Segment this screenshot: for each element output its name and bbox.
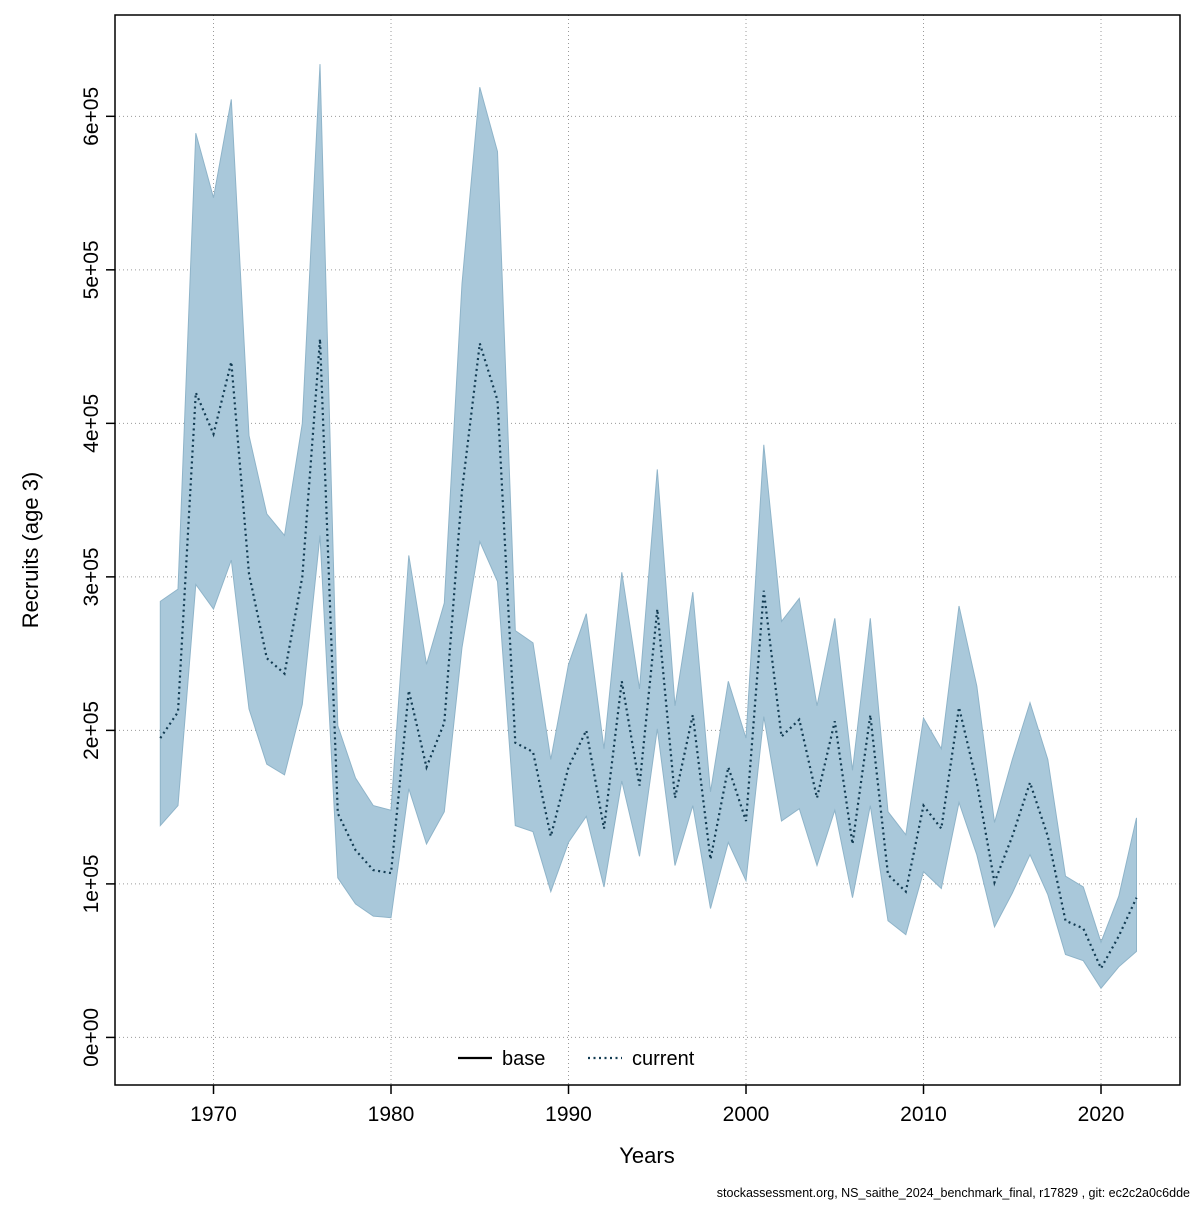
y-axis-title: Recruits (age 3) bbox=[18, 472, 43, 629]
y-tick-label: 0e+00 bbox=[80, 1008, 103, 1067]
x-tick-label: 2010 bbox=[900, 1103, 947, 1126]
y-tick-label: 6e+05 bbox=[80, 87, 103, 146]
y-tick-label: 1e+05 bbox=[80, 854, 103, 913]
legend: base current bbox=[458, 1048, 695, 1070]
x-axis-title: Years bbox=[619, 1143, 674, 1168]
x-tick-label: 1970 bbox=[190, 1103, 237, 1126]
y-tick-label: 4e+05 bbox=[80, 394, 103, 453]
y-tick-label: 2e+05 bbox=[80, 701, 103, 760]
x-tick-label: 2000 bbox=[723, 1103, 770, 1126]
x-tick-label: 1980 bbox=[368, 1103, 415, 1126]
legend-base-label: base bbox=[502, 1048, 545, 1070]
x-tick-label: 1990 bbox=[545, 1103, 592, 1126]
x-tick-label: 2020 bbox=[1078, 1103, 1125, 1126]
confidence-band-polygon bbox=[159, 64, 1137, 990]
y-tick-label: 5e+05 bbox=[80, 240, 103, 299]
plot-border bbox=[114, 14, 1181, 1086]
confidence-band bbox=[159, 64, 1137, 990]
legend-current-label: current bbox=[632, 1048, 695, 1070]
y-tick-label: 3e+05 bbox=[80, 547, 103, 606]
axis-ticks: 1970 1980 1990 2000 2010 2020 0e+00 1e+05 2e+05 3… bbox=[80, 87, 1124, 1126]
footer-citation: stockassessment.org, NS_saithe_2024_benc… bbox=[717, 1186, 1190, 1200]
